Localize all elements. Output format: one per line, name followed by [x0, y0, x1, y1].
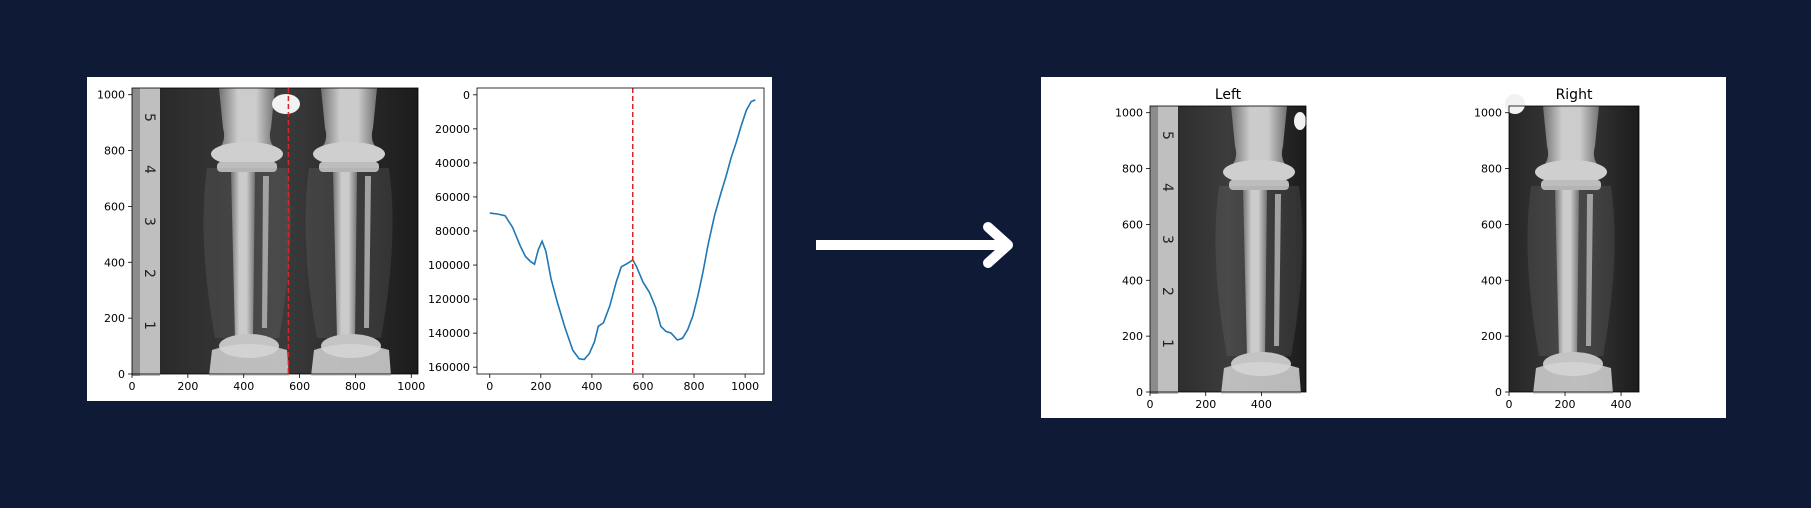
- split-figure-panel: Left 0 200 400 0 200 400 600 800 1000 Right 0 200…: [1041, 77, 1726, 418]
- original-figure-panel: 5 4 3 2 1 0 200 400 600 800 1000 0 200 400 600 800…: [87, 77, 772, 401]
- profile-x-tick-label: 400: [581, 380, 602, 393]
- xray-y-tick-label: 1000: [97, 89, 125, 102]
- profile-y-tick-label: 40000: [435, 157, 470, 170]
- right-image-axes: 0 200 400 0 200 400 600 800 1000: [1474, 107, 1632, 411]
- profile-y-tick-label: 160000: [428, 361, 470, 374]
- left-image-axes: 0 200 400 0 200 400 600 800 1000: [1115, 107, 1272, 411]
- profile-x-tick-label: 1000: [731, 380, 759, 393]
- profile-axes: 0 200 400 600 800 1000 0 20000 40000 60000 80000 10…: [428, 89, 759, 393]
- profile-y-tick-label: 20000: [435, 123, 470, 136]
- profile-y-tick-label: 100000: [428, 259, 470, 272]
- original-figure-svg: 5 4 3 2 1 0 200 400 600 800 10000200400600800…: [97, 87, 765, 393]
- left-x-tick-label: 200: [1195, 398, 1216, 411]
- left-x-tick-label: 400: [1251, 398, 1272, 411]
- profile-line: [489, 99, 756, 361]
- right-y-tick-label: 600: [1481, 218, 1502, 231]
- left-y-tick-label: 1000: [1115, 107, 1143, 120]
- split-figure-svg: Left 0 200 400 0 200 400 600 800 1000 Right 0 200…: [1115, 87, 1640, 411]
- xray-x-tick-label: 800: [345, 380, 366, 393]
- left-y-tick-label: 0: [1136, 386, 1143, 399]
- xray-x-tick-label: 600: [289, 380, 310, 393]
- left-y-tick-label: 200: [1122, 330, 1143, 343]
- profile-y-tick-label: 60000: [435, 191, 470, 204]
- xray-x-tick-label: 1000: [397, 380, 425, 393]
- left-x-tick-label: 0: [1147, 398, 1154, 411]
- right-y-tick-label: 800: [1481, 163, 1502, 176]
- right-arrow-icon: [812, 222, 1018, 268]
- right-y-tick-label: 0: [1495, 386, 1502, 399]
- xray-image: [131, 87, 419, 376]
- left-y-tick-label: 600: [1122, 218, 1143, 231]
- profile-y-tick-label: 0: [463, 89, 470, 102]
- profile-x-tick-label: 0: [486, 380, 493, 393]
- xray-y-tick-label: 0: [118, 368, 125, 381]
- right-image-title: Right: [1556, 87, 1593, 103]
- right-x-tick-label: 0: [1506, 398, 1513, 411]
- profile-y-tick-label: 140000: [428, 327, 470, 340]
- xray-y-tick-label: 200: [104, 312, 125, 325]
- xray-x-tick-label: 400: [233, 380, 254, 393]
- xray-axes: 0 200 400 600 800 1000 0 200 400 600 800 1000: [97, 89, 425, 393]
- right-y-tick-label: 1000: [1474, 107, 1502, 120]
- xray-y-tick-label: 600: [104, 200, 125, 213]
- profile-x-tick-label: 200: [530, 380, 551, 393]
- left-y-tick-label: 400: [1122, 274, 1143, 287]
- left-image: [1149, 105, 1307, 394]
- right-y-tick-label: 200: [1481, 330, 1502, 343]
- right-image: [1505, 94, 1640, 394]
- profile-frame: [476, 87, 765, 375]
- profile-y-tick-label: 80000: [435, 225, 470, 238]
- left-y-tick-label: 800: [1122, 163, 1143, 176]
- right-x-tick-label: 200: [1555, 398, 1576, 411]
- xray-x-tick-label: 0: [129, 380, 136, 393]
- profile-x-tick-label: 600: [632, 380, 653, 393]
- left-image-title: Left: [1215, 87, 1242, 103]
- profile-x-tick-label: 800: [684, 380, 705, 393]
- right-y-tick-label: 400: [1481, 274, 1502, 287]
- right-x-tick-label: 400: [1611, 398, 1632, 411]
- xray-y-tick-label: 400: [104, 256, 125, 269]
- profile-y-tick-label: 120000: [428, 293, 470, 306]
- xray-y-tick-label: 800: [104, 145, 125, 158]
- xray-x-tick-label: 200: [177, 380, 198, 393]
